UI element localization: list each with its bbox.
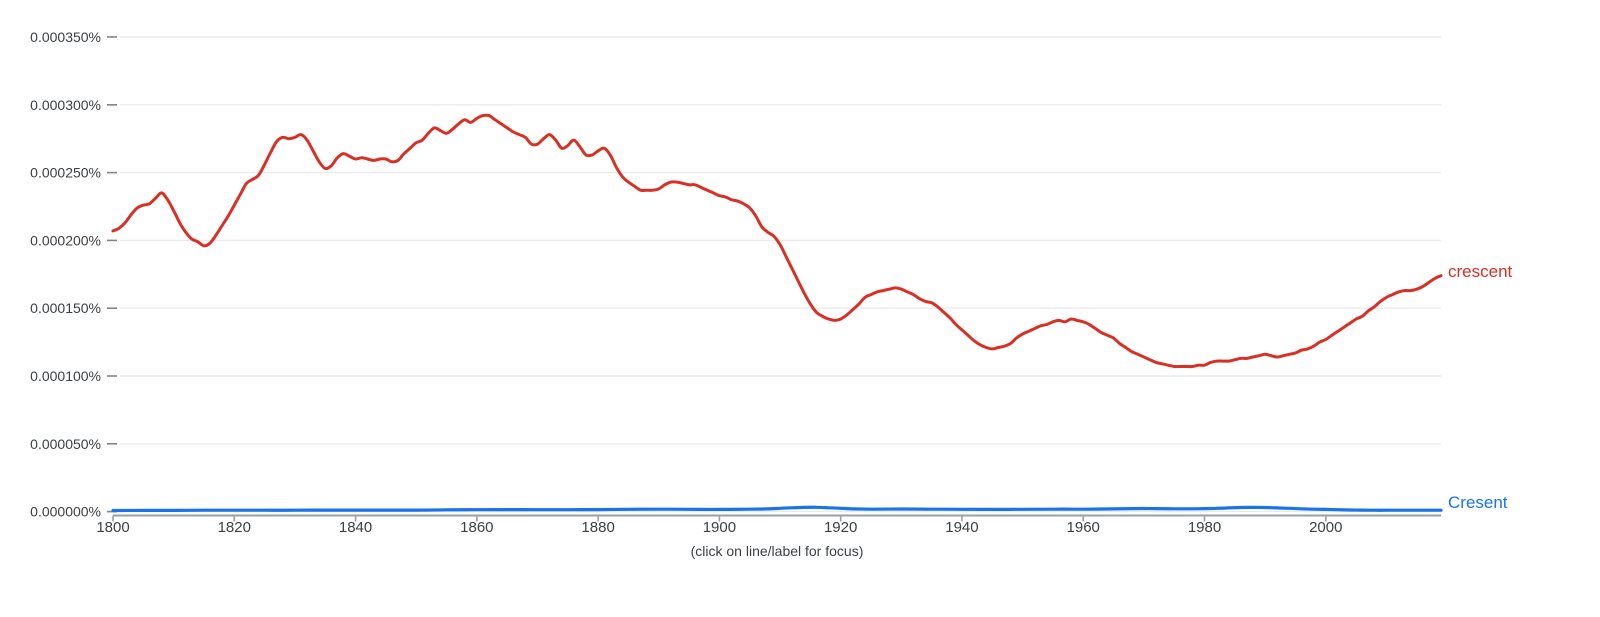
x-tick-label: 1900 [703,519,736,536]
x-tick-label: 1800 [96,519,129,536]
x-tick-label: 1840 [339,519,372,536]
x-tick-label: 1940 [945,519,978,536]
x-tick-label: 2000 [1309,519,1342,536]
x-tick-label: 1860 [460,519,493,536]
y-tick-label: 0.000000% [30,504,101,520]
x-tick-label: 1960 [1067,519,1100,536]
series-label-cresent[interactable]: Cresent [1448,493,1508,513]
x-tick-label: 1980 [1188,519,1221,536]
y-tick-label: 0.000150% [30,300,101,316]
y-tick-label: 0.000100% [30,368,101,384]
focus-hint: (click on line/label for focus) [690,543,864,559]
y-tick-label: 0.000050% [30,436,101,452]
series-label-crescent[interactable]: crescent [1448,261,1513,281]
y-tick-label: 0.000250% [30,165,101,181]
x-tick-label: 1880 [581,519,614,536]
x-tick-label: 1820 [218,519,251,536]
x-tick-label: 1920 [824,519,857,536]
y-tick-label: 0.000350% [30,29,101,45]
series-line-crescent[interactable] [111,113,1443,369]
y-tick-label: 0.000200% [30,232,101,248]
y-tick-label: 0.000300% [30,97,101,113]
series-line-cresent[interactable] [111,505,1443,513]
